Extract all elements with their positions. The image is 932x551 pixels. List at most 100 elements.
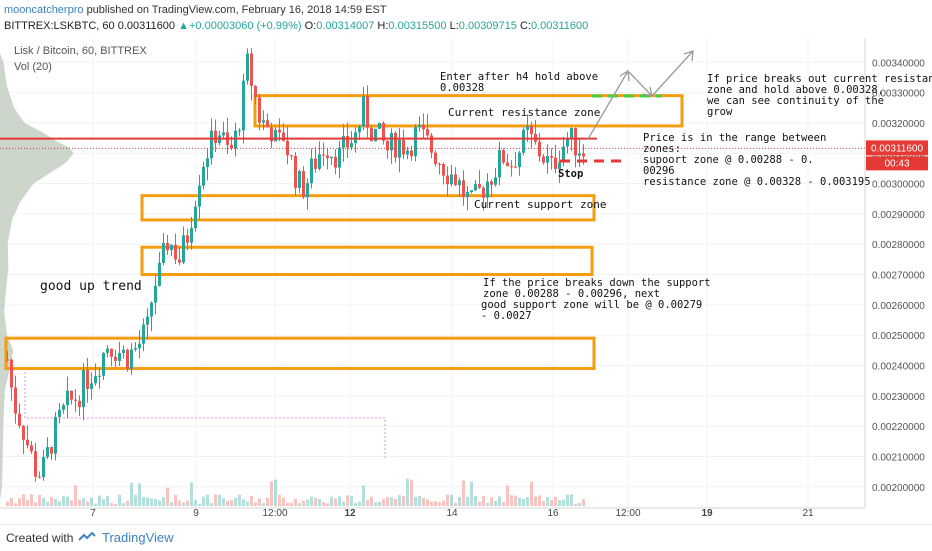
volume-bar [222, 498, 225, 506]
tradingview-logo-icon[interactable] [78, 531, 96, 543]
candle-body [22, 425, 25, 440]
candle-body [166, 242, 169, 251]
volume-bar [358, 501, 361, 506]
time-tick-label: 14 [446, 508, 458, 518]
volume-bar [522, 498, 525, 506]
candle-body [522, 129, 525, 153]
volume-bar [490, 497, 493, 506]
plot-background [0, 38, 865, 508]
candle-body [538, 141, 541, 157]
last-price-tag-box [866, 140, 928, 156]
volume-bar [314, 497, 317, 506]
volume-bar [578, 503, 581, 506]
candle-body [62, 405, 65, 410]
volume-bar [58, 501, 61, 506]
time-axis[interactable]: 7 9 12:00 12 14 16 12:00 19 21 [90, 508, 814, 519]
candle-body [42, 456, 45, 478]
volume-profile-shape [0, 53, 74, 499]
candle-body [422, 124, 425, 130]
volume-bar [178, 500, 181, 506]
volume-bar [158, 500, 161, 506]
price-change: +0.00003060 (+0.99%) [188, 20, 302, 32]
tradingview-brand-link[interactable]: TradingView [102, 530, 174, 545]
volume-bar [446, 494, 449, 506]
price-chart[interactable]: Enter after h4 hold above 0.00328 If pric… [0, 38, 932, 519]
price-tick-label: 0.00200000 [872, 483, 925, 494]
volume-bar [474, 496, 477, 506]
candle-body [434, 152, 437, 164]
candle-body [342, 136, 345, 148]
candle-body [262, 120, 265, 123]
candle-body [462, 180, 465, 198]
candle-body [106, 348, 109, 353]
candle-body [138, 343, 141, 349]
candle-body [454, 174, 457, 186]
volume-bar [238, 494, 241, 506]
volume-bar [6, 501, 9, 506]
candle-body [82, 370, 85, 408]
volume-bar [14, 503, 17, 506]
candle-body [298, 171, 301, 188]
candle-body [150, 302, 153, 317]
volume-bar [286, 502, 289, 506]
candle-body [362, 96, 365, 127]
candle-body [550, 155, 553, 158]
time-tick-label: 9 [193, 508, 199, 518]
volume-bar [582, 499, 585, 506]
candle-body [178, 259, 181, 263]
candle-body [438, 163, 441, 165]
volume-bar [426, 499, 429, 506]
candle-body [318, 154, 321, 169]
volume-bar [230, 500, 233, 506]
volume-bar [94, 503, 97, 506]
candle-body [78, 400, 81, 408]
candle-body [162, 242, 165, 263]
candle-body [310, 158, 313, 184]
volume-bar [554, 496, 557, 506]
candle-body [486, 181, 489, 198]
countdown-tag-text: 00:43 [884, 158, 909, 169]
volume-bar [458, 496, 461, 506]
price-axis[interactable]: 0.003400000.003300000.003200000.00310000… [872, 58, 925, 494]
time-tick-label: 12:00 [615, 508, 640, 518]
candle-body [102, 352, 105, 376]
candle-body [314, 158, 317, 169]
volume-bar [350, 496, 353, 506]
countdown-tag-box [866, 156, 928, 171]
triangle-up-icon: ▲ [178, 20, 189, 32]
author-link[interactable]: mooncatcherpro [4, 4, 84, 16]
candle-body [494, 177, 497, 185]
quote-line: BITTREX:LSKBTC, 60 0.00311600 ▲+0.000030… [4, 20, 588, 32]
candle-body [66, 390, 69, 406]
candle-body [38, 476, 41, 478]
volume-bar [382, 499, 385, 506]
candle-body [122, 349, 125, 354]
volume-bar [454, 502, 457, 506]
volume-bar [174, 494, 177, 506]
candle-body [370, 127, 373, 142]
volume-bar [186, 500, 189, 506]
low-value: 0.00309715 [458, 20, 517, 32]
gridlines [0, 38, 865, 508]
candle-body [366, 96, 369, 128]
volume-bar [46, 501, 49, 506]
volume-bar [130, 482, 133, 506]
symbol-label: BITTREX:LSKBTC, 60 [4, 20, 115, 32]
candle-body [158, 262, 161, 286]
candle-body [198, 185, 201, 207]
price-tick-label: 0.00270000 [872, 271, 925, 282]
chart-area[interactable]: Enter after h4 hold above 0.00328 If pric… [0, 38, 932, 519]
volume-bar [370, 496, 373, 506]
candle-body [170, 244, 173, 251]
candle-body [582, 153, 585, 157]
volume-bar [142, 496, 145, 506]
candle-body [514, 166, 517, 168]
candle-body [546, 155, 549, 163]
time-tick-label: 19 [701, 508, 713, 518]
candle-body [558, 162, 561, 169]
volume-bar [38, 494, 41, 506]
candle-body [142, 324, 145, 344]
volume-bar [270, 481, 273, 506]
candle-body [146, 316, 149, 325]
volume-bar [90, 497, 93, 506]
